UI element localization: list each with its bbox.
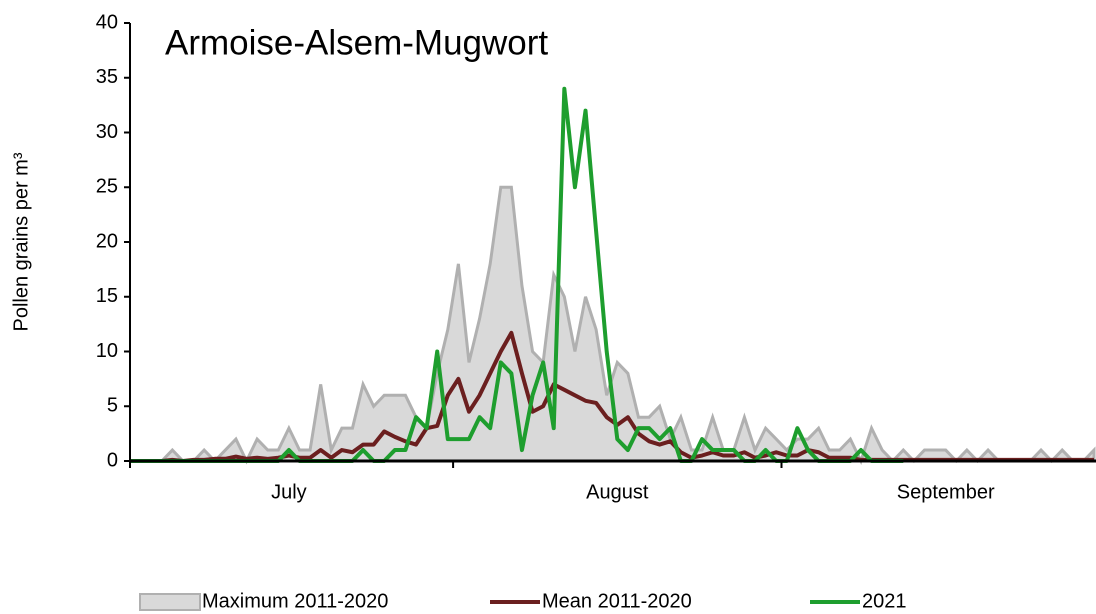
y-tick-label: 40 (96, 11, 118, 33)
legend-label: Mean 2011-2020 (542, 590, 692, 612)
legend-swatch (139, 593, 201, 611)
x-tick-label: September (897, 481, 995, 503)
legend-label: Maximum 2011-2020 (202, 590, 388, 612)
y-tick-label: 25 (96, 176, 118, 198)
y-tick-label: 30 (96, 121, 118, 143)
y-tick-label: 10 (96, 340, 118, 362)
y-tick-label: 0 (107, 449, 118, 471)
y-tick-label: 20 (96, 230, 118, 252)
y-tick-label: 15 (96, 285, 118, 307)
x-tick-label: July (271, 481, 307, 503)
x-tick-label: August (586, 481, 649, 503)
y-tick-label: 35 (96, 66, 118, 88)
y-tick-label: 5 (107, 395, 118, 417)
chart-title: Armoise-Alsem-Mugwort (165, 23, 548, 62)
y-axis-label: Pollen grains per m³ (10, 152, 32, 331)
legend-label: 2021 (862, 590, 907, 612)
